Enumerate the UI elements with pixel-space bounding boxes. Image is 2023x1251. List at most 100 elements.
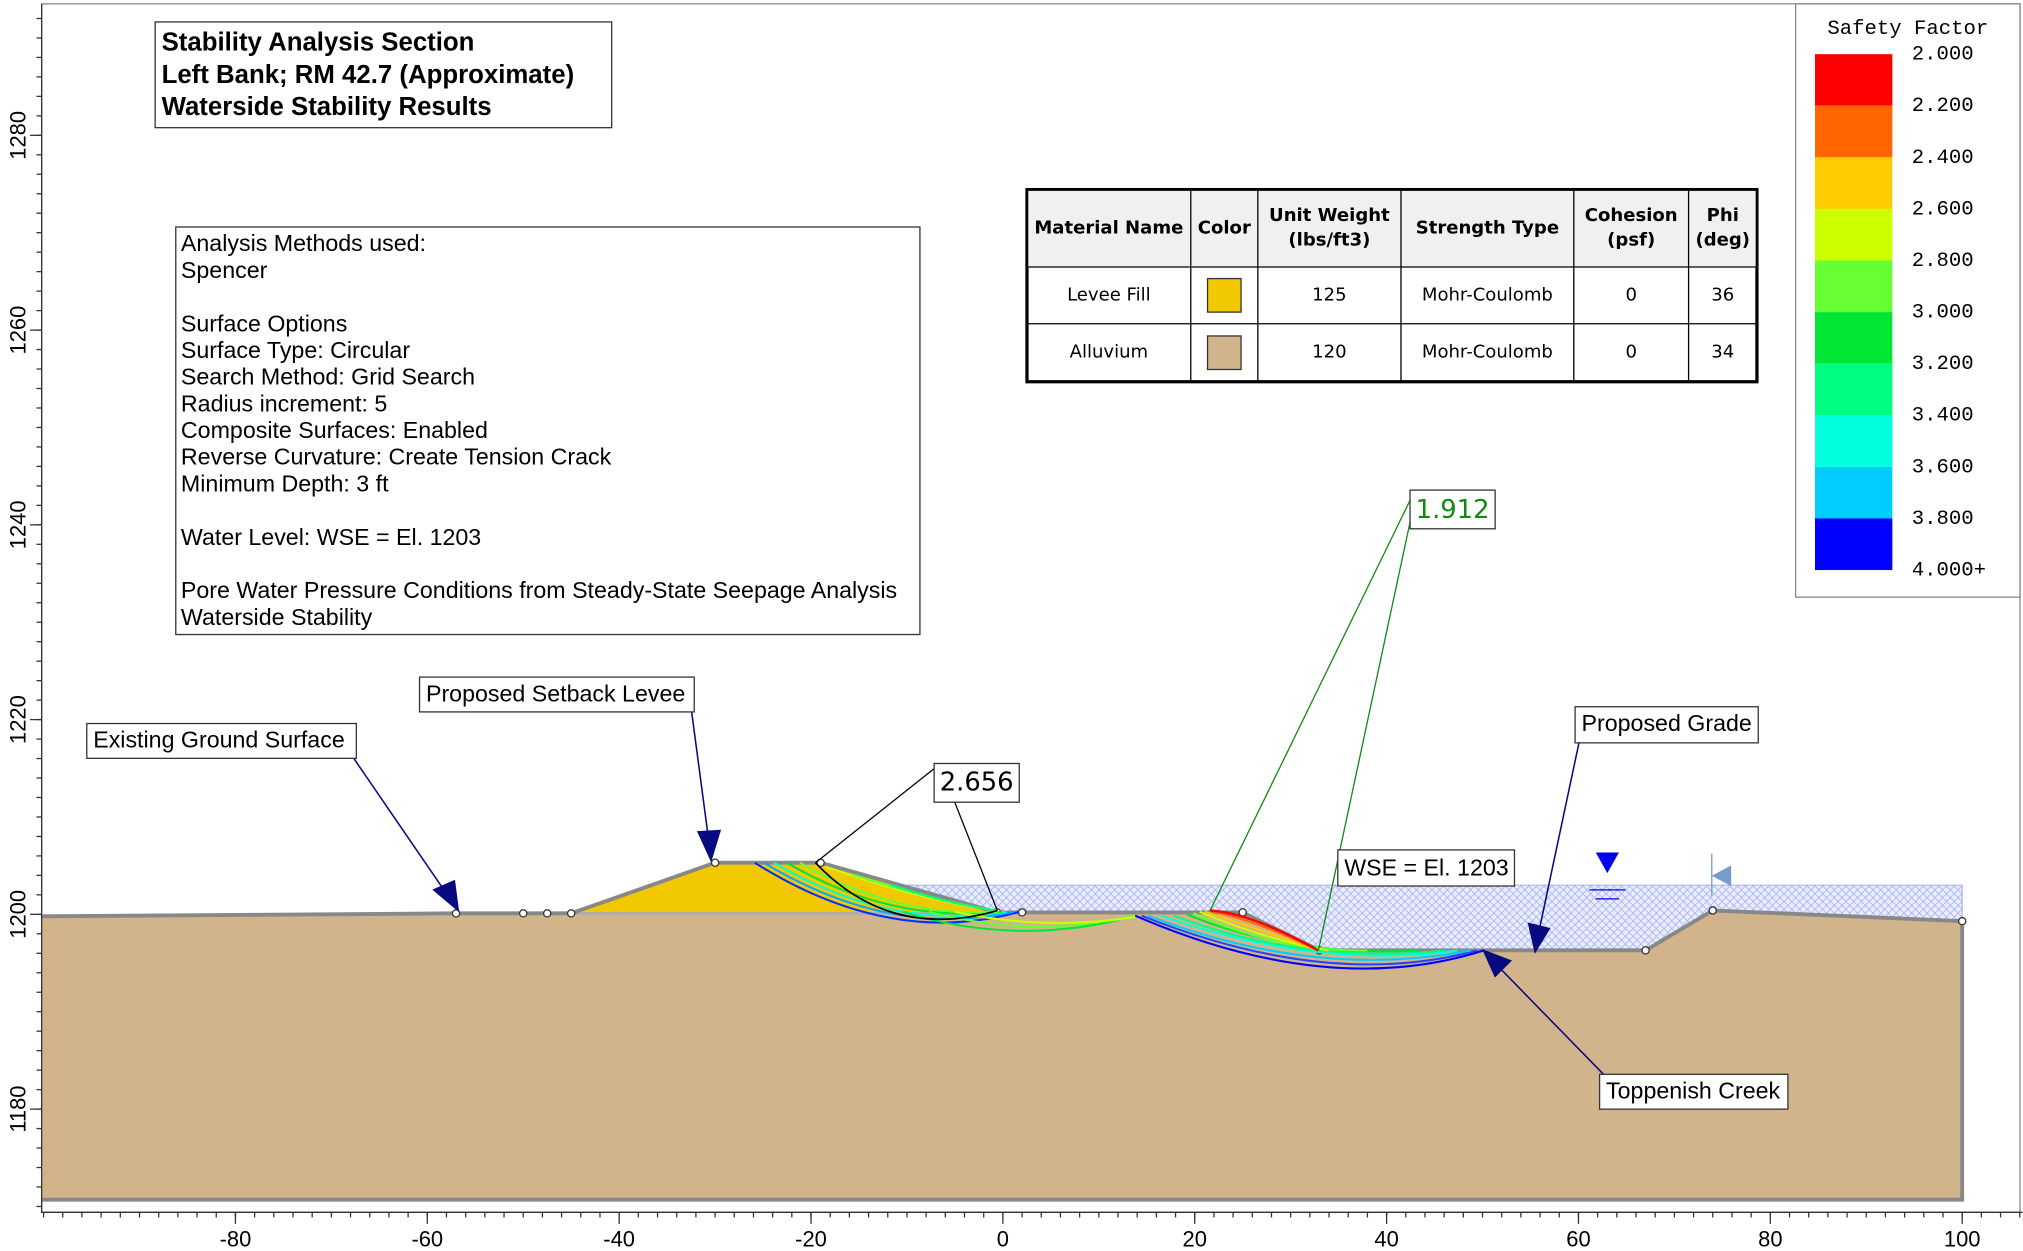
legend-label: 3.400 xyxy=(1912,405,1974,428)
info-line: Search Method: Grid Search xyxy=(181,364,475,390)
table-cell: 120 xyxy=(1312,342,1346,363)
legend-band xyxy=(1814,157,1893,209)
table-header: (lbs/ft3) xyxy=(1288,230,1370,251)
x-tick-label: 0 xyxy=(997,1226,1009,1251)
legend-label: 2.000 xyxy=(1912,44,1974,67)
alluvium xyxy=(41,862,1963,1200)
table-header: Phi xyxy=(1707,205,1739,226)
info-line: Composite Surfaces: Enabled xyxy=(181,417,488,443)
legend: 2.000 2.200 2.400 2.600 2.800 3.000 3.200 3.400… xyxy=(1814,44,1986,582)
legend-band xyxy=(1814,312,1893,364)
legend-band xyxy=(1814,54,1893,106)
label-box xyxy=(1409,489,1496,530)
color-swatch xyxy=(1206,277,1242,313)
color-swatch xyxy=(1206,335,1242,371)
table-cell: Mohr-Coulomb xyxy=(1422,284,1553,305)
x-tick-label: -60 xyxy=(411,1226,443,1251)
info-line: Surface Options xyxy=(181,310,347,336)
vertex xyxy=(1708,906,1718,915)
table-cell: Levee Fill xyxy=(1067,284,1151,305)
title: Stability Analysis Section Left Bank; RM … xyxy=(162,29,575,121)
slip-surfaces xyxy=(754,861,1484,970)
info: Analysis Methods used:Spencer Surface Opt… xyxy=(181,230,897,630)
legend-label: 2.400 xyxy=(1912,147,1974,170)
legend-label: 2.600 xyxy=(1912,198,1974,221)
vertex xyxy=(710,858,720,867)
table-cell: 125 xyxy=(1312,284,1346,305)
x-tick-label: 80 xyxy=(1758,1226,1782,1251)
legend-label: 2.800 xyxy=(1912,250,1974,273)
legend-band xyxy=(1814,260,1893,313)
annotation: Proposed Grade xyxy=(1582,710,1752,736)
legend-label: 3.800 xyxy=(1912,508,1974,531)
label-box xyxy=(933,762,1020,803)
info-line: Radius increment: 5 xyxy=(181,390,387,416)
table-header: Color xyxy=(1198,217,1251,238)
table-cell: Alluvium xyxy=(1070,342,1149,363)
x-tick-label: 100 xyxy=(1944,1226,1981,1251)
info-line: Waterside Stability xyxy=(181,604,373,630)
table-header-bg xyxy=(1028,190,1756,267)
annotation: Proposed Setback Levee xyxy=(426,680,685,706)
info-line: Analysis Methods used: xyxy=(181,230,426,256)
table-cell: 36 xyxy=(1711,284,1734,305)
legend-band xyxy=(1814,415,1893,467)
vertex xyxy=(451,909,461,918)
legend-title: Safety Factor xyxy=(1827,18,1988,41)
y-tick-label: 1280 xyxy=(6,111,31,160)
material-table: Material Name Color Unit Weight (lbs/ft3) St… xyxy=(1025,187,1759,384)
label-box xyxy=(1337,849,1516,887)
legend-label: 3.600 xyxy=(1912,456,1974,479)
leader xyxy=(954,801,998,911)
y-tick-label: 1180 xyxy=(6,1086,31,1133)
info-box xyxy=(175,226,921,636)
y-tick-label: 1200 xyxy=(6,890,31,939)
leader xyxy=(1209,500,1411,911)
title-line: Stability Analysis Section xyxy=(162,29,475,57)
table-header: (deg) xyxy=(1695,230,1750,251)
legend-band xyxy=(1814,466,1893,519)
boundary-marker xyxy=(1711,865,1732,887)
annotation: Toppenish Creek xyxy=(1606,1077,1781,1103)
label-box xyxy=(1598,1073,1789,1110)
legend-band xyxy=(1814,518,1893,571)
info-line: Spencer xyxy=(181,257,268,283)
x-tick-label: -80 xyxy=(220,1226,252,1251)
vertex xyxy=(1017,908,1027,917)
table-header: Unit Weight xyxy=(1269,205,1390,226)
title-line: Waterside Stability Results xyxy=(162,93,492,121)
vertex xyxy=(542,909,552,918)
y-tick-label: 1220 xyxy=(6,695,31,744)
model-boundary xyxy=(41,921,1965,1202)
info-line: Surface Type: Circular xyxy=(181,337,410,363)
info-line: Minimum Depth: 3 ft xyxy=(181,470,389,496)
y-tick-label: 1260 xyxy=(6,306,31,355)
legend-label: 3.200 xyxy=(1912,353,1974,376)
annotation: Existing Ground Surface xyxy=(93,727,344,753)
title-line: Left Bank; RM 42.7 (Approximate) xyxy=(162,61,575,89)
table-cell: 0 xyxy=(1625,342,1636,363)
label-box xyxy=(1574,706,1759,744)
table-cell: Mohr-Coulomb xyxy=(1422,342,1553,363)
leader xyxy=(1317,522,1411,951)
vertex xyxy=(518,909,528,918)
annotations xyxy=(353,711,1606,1077)
label-box xyxy=(418,676,695,713)
geometry xyxy=(41,858,1967,1202)
vertex xyxy=(1957,916,1967,926)
info-line: Pore Water Pressure Conditions from Stea… xyxy=(181,577,897,603)
water-symbol xyxy=(1595,852,1619,874)
x-tick-label: -20 xyxy=(795,1226,827,1251)
x-tick-label: 20 xyxy=(1183,1226,1207,1251)
legend-label: 2.200 xyxy=(1912,95,1974,118)
safety-factor-label: 1.912 xyxy=(1416,495,1490,525)
legend-band xyxy=(1814,105,1893,158)
legend-band xyxy=(1814,363,1893,416)
info-line: Reverse Curvature: Create Tension Crack xyxy=(181,444,612,470)
x-tick-label: 40 xyxy=(1374,1226,1398,1251)
table-header: Cohesion xyxy=(1585,205,1678,226)
table-cell: 0 xyxy=(1625,284,1636,305)
table-header: (psf) xyxy=(1607,230,1655,251)
